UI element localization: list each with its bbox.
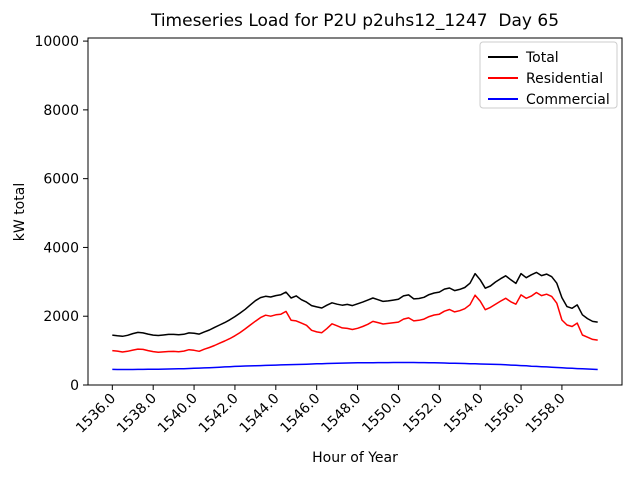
x-tick-label: 1554.0 bbox=[441, 391, 487, 437]
y-tick-label: 10000 bbox=[34, 34, 79, 50]
series-line-commercial bbox=[112, 361, 598, 371]
legend-label-residential: Residential bbox=[526, 71, 603, 87]
x-tick-label: 1542.0 bbox=[196, 391, 242, 437]
legend-label-commercial: Commercial bbox=[526, 92, 610, 108]
x-tick-label: 1536.0 bbox=[73, 391, 119, 437]
y-tick-label: 8000 bbox=[43, 103, 79, 119]
x-tick-label: 1546.0 bbox=[278, 391, 324, 437]
x-tick-label: 1558.0 bbox=[523, 391, 569, 437]
legend-box bbox=[479, 41, 618, 109]
y-tick-label: 0 bbox=[70, 378, 79, 394]
y-tick-label: 4000 bbox=[43, 240, 79, 256]
x-axis-label: Hour of Year bbox=[312, 450, 398, 466]
y-tick-label: 6000 bbox=[43, 172, 79, 188]
y-tick-label: 2000 bbox=[43, 309, 79, 325]
x-tick-label: 1550.0 bbox=[359, 391, 405, 437]
x-tick-label: 1544.0 bbox=[237, 391, 283, 437]
chart-title: Timeseries Load for P2U p2uhs12_1247 Day… bbox=[150, 11, 559, 31]
x-tick-label: 1540.0 bbox=[155, 391, 201, 437]
legend-label-total: Total bbox=[525, 50, 559, 66]
y-axis-label: kW total bbox=[12, 183, 28, 241]
x-tick-label: 1556.0 bbox=[482, 391, 528, 437]
x-tick-label: 1552.0 bbox=[400, 391, 446, 437]
series-line-residential bbox=[112, 291, 598, 354]
x-tick-label: 1538.0 bbox=[114, 391, 160, 437]
series-line-total bbox=[112, 271, 598, 338]
x-tick-label: 1548.0 bbox=[318, 391, 364, 437]
